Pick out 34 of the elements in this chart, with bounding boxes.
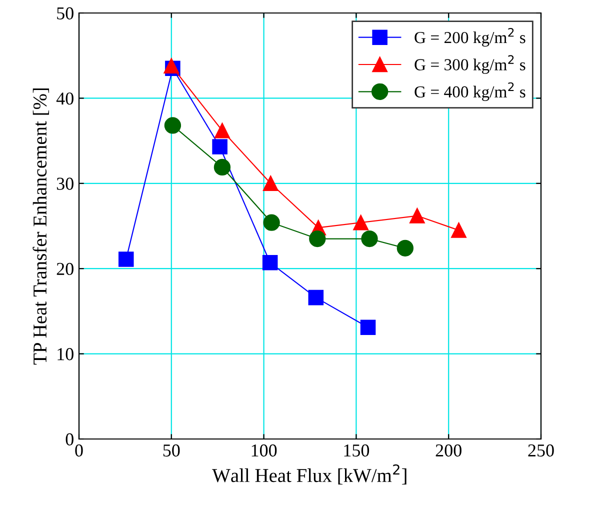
point	[353, 214, 368, 230]
point	[214, 122, 230, 138]
point	[360, 320, 376, 336]
point	[396, 240, 414, 256]
y-axis-title: TP Heat Transfer Enhancement [%]	[32, 88, 49, 365]
point	[410, 208, 425, 224]
x-tick-label: 50	[163, 444, 180, 457]
point	[263, 214, 280, 231]
x-tick-label: 100	[252, 444, 277, 457]
x-tick-label: 200	[436, 444, 462, 457]
y-tick-label: 40	[56, 92, 74, 105]
y-tick-label: 20	[56, 262, 74, 276]
point	[212, 139, 228, 154]
point	[309, 230, 326, 248]
y-tick-label: 30	[56, 178, 74, 190]
x-tick-label: 250	[528, 444, 554, 457]
point	[214, 158, 231, 176]
x-tick-label: 150	[344, 444, 370, 457]
point	[263, 176, 278, 192]
point	[164, 58, 180, 74]
point	[262, 254, 278, 270]
y-tick-label: 10	[58, 348, 74, 360]
point	[451, 222, 466, 238]
point	[164, 117, 182, 134]
legend-label: G = 400 kg/m$^{2}$ s	[414, 82, 526, 101]
y-tick-label: 50	[57, 7, 74, 20]
point	[308, 290, 324, 306]
point	[361, 230, 378, 248]
legend-label: G = 300 kg/m$^{2}$ s	[414, 55, 526, 74]
point	[118, 252, 134, 267]
x-tick-label: 0	[75, 444, 83, 457]
y-tick-label: 0	[66, 433, 74, 446]
x-axis-title: Wall Heat Flux [kW/m$^{2}$]	[212, 464, 406, 485]
legend-label: G = 200 kg/m$^{2}$ s	[414, 28, 526, 47]
